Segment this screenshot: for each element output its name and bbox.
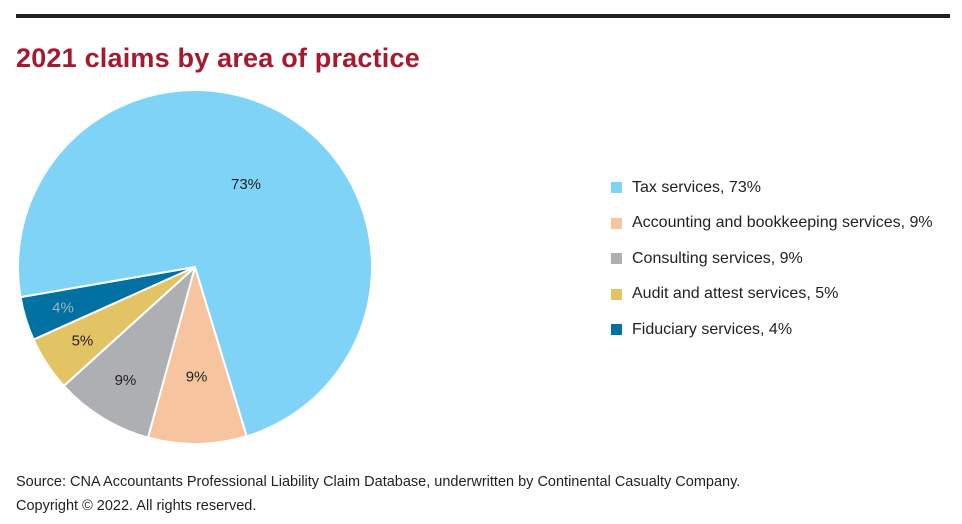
- pie-chart: 9% 9% 5% 4% 73%: [17, 89, 373, 445]
- slice-label-consulting: 9%: [115, 372, 137, 389]
- pie-slice-tax: [17, 89, 373, 438]
- legend-label-accounting: Accounting and bookkeeping services, 9%: [632, 214, 933, 232]
- chart-title: 2021 claims by area of practice: [16, 43, 420, 73]
- legend-item-audit: Audit and attest services, 5%: [611, 277, 933, 313]
- legend-swatch-consulting: [611, 253, 622, 265]
- legend-swatch-accounting: [611, 217, 622, 229]
- legend-label-fiduciary: Fiduciary services, 4%: [632, 320, 793, 338]
- source-note: Source: CNA Accountants Professional Lia…: [16, 470, 740, 518]
- legend-label-tax: Tax services, 73%: [632, 178, 761, 196]
- slice-label-accounting: 9%: [186, 369, 208, 386]
- slice-label-tax: 73%: [231, 176, 261, 193]
- slice-label-fiduciary: 4%: [52, 299, 74, 316]
- pie-slice-consulting: [62, 263, 197, 439]
- legend-item-accounting: Accounting and bookkeeping services, 9%: [611, 206, 933, 242]
- legend-item-consulting: Consulting services, 9%: [611, 241, 933, 277]
- source-text: Source: CNA Accountants Professional Lia…: [16, 474, 741, 490]
- legend: Tax services, 73% Accounting and bookkee…: [611, 170, 933, 348]
- pie-slice-accounting: [146, 263, 248, 445]
- legend-item-tax: Tax services, 73%: [611, 170, 933, 206]
- legend-swatch-fiduciary: [611, 324, 622, 336]
- copyright-text: Copyright © 2022. All rights reserved.: [16, 498, 257, 514]
- legend-label-consulting: Consulting services, 9%: [632, 249, 803, 267]
- legend-swatch-tax: [611, 182, 622, 194]
- legend-swatch-audit: [611, 288, 622, 300]
- top-rule: [16, 14, 950, 18]
- legend-label-audit: Audit and attest services, 5%: [632, 285, 839, 303]
- slice-label-audit: 5%: [72, 333, 94, 350]
- legend-item-fiduciary: Fiduciary services, 4%: [611, 312, 933, 348]
